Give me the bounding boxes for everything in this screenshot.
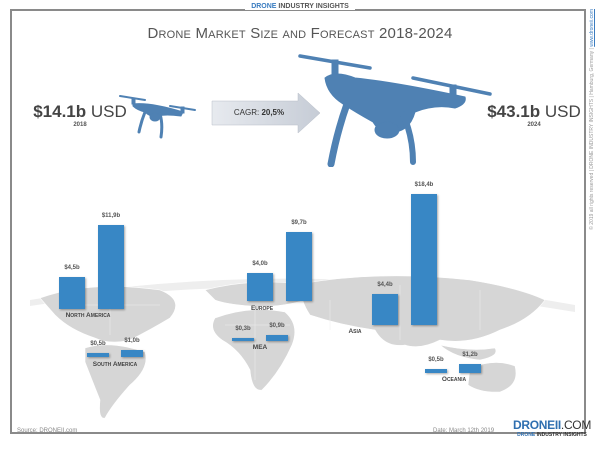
region-label: MEA <box>252 344 268 351</box>
brand-header-a: DRONE <box>251 3 277 10</box>
value-2024: $43.1b USD <box>484 102 584 122</box>
cagr-label: CAGR: 20,5% <box>214 108 304 117</box>
bar-value-label: $4,5b <box>64 265 80 272</box>
brand-header-b: INDUSTRY INSIGHTS <box>276 3 349 10</box>
region-label: North America <box>65 312 111 319</box>
bar-oceania-2024 <box>459 364 481 373</box>
bar-south-america-2024 <box>121 349 143 357</box>
value-2024-unit: USD <box>540 102 581 121</box>
droneii-logo[interactable]: DRONEII.COM DRONE INDUSTRY INSIGHTS <box>513 418 591 438</box>
region-label: Oceania <box>441 376 467 383</box>
infographic-frame <box>10 9 586 434</box>
bar-north-america-2024 <box>98 224 124 309</box>
bar-value-label: $9,7b <box>291 220 307 227</box>
value-2024-amount: $43.1b <box>487 102 541 121</box>
side-copyright: © 2019 all rights reserved | DRONE INDUS… <box>586 9 596 272</box>
bar-oceania-2018 <box>425 369 447 373</box>
value-2018: $14.1b USD <box>30 102 130 122</box>
bar-value-label: $0,5b <box>428 357 444 364</box>
bar-europe-2018 <box>247 272 273 301</box>
bar-value-label: $4,0b <box>252 260 268 267</box>
bar-north-america-2018 <box>59 277 85 309</box>
region-label: South America <box>92 361 138 368</box>
bar-mea-2024 <box>266 334 288 341</box>
drone-small-icon <box>119 95 196 139</box>
value-2018-amount: $14.1b <box>33 102 87 121</box>
bar-value-label: $18,4b <box>414 182 434 189</box>
brand-header: DRONE INDUSTRY INSIGHTS <box>0 3 600 10</box>
growth-arrow-icon <box>211 92 321 134</box>
region-label: Europe <box>250 305 274 312</box>
year-2018: 2018 <box>73 122 87 128</box>
bar-mea-2018 <box>232 338 254 341</box>
region-label: Asia <box>348 328 362 335</box>
year-2024: 2024 <box>527 122 541 128</box>
bar-south-america-2018 <box>87 353 109 357</box>
logo-main: DRONEII <box>513 418 561 432</box>
cagr-label-text: CAGR: <box>233 108 262 117</box>
bar-europe-2024 <box>286 232 312 301</box>
bar-value-label: $0,5b <box>90 341 106 348</box>
side-url-link[interactable]: www.droneii.com <box>589 9 595 47</box>
drone-large-icon <box>298 54 492 167</box>
page-title: Drone Market Size and Forecast 2018-2024 <box>147 25 453 42</box>
source-text: Source: DRONEII.com <box>17 428 78 434</box>
bar-value-label: $1,2b <box>462 352 478 359</box>
bar-value-label: $11,9b <box>101 212 121 219</box>
side-copyright-text: © 2019 all rights reserved | DRONE INDUS… <box>589 46 595 230</box>
value-2018-unit: USD <box>86 102 127 121</box>
logo-sub-a: DRONE <box>517 432 536 438</box>
bar-value-label: $0,9b <box>269 322 285 329</box>
bar-asia-2024 <box>411 194 437 325</box>
bar-value-label: $4,4b <box>377 281 393 288</box>
bar-value-label: $0,3b <box>235 326 251 332</box>
logo-suffix: .COM <box>560 418 592 432</box>
cagr-value: 20,5% <box>261 108 285 117</box>
bar-asia-2018 <box>372 293 398 325</box>
bar-value-label: $1,0b <box>124 337 140 344</box>
date-text: Date: March 12th 2019 <box>433 428 495 434</box>
logo-sub-b: INDUSTRY INSIGHTS <box>535 432 587 438</box>
